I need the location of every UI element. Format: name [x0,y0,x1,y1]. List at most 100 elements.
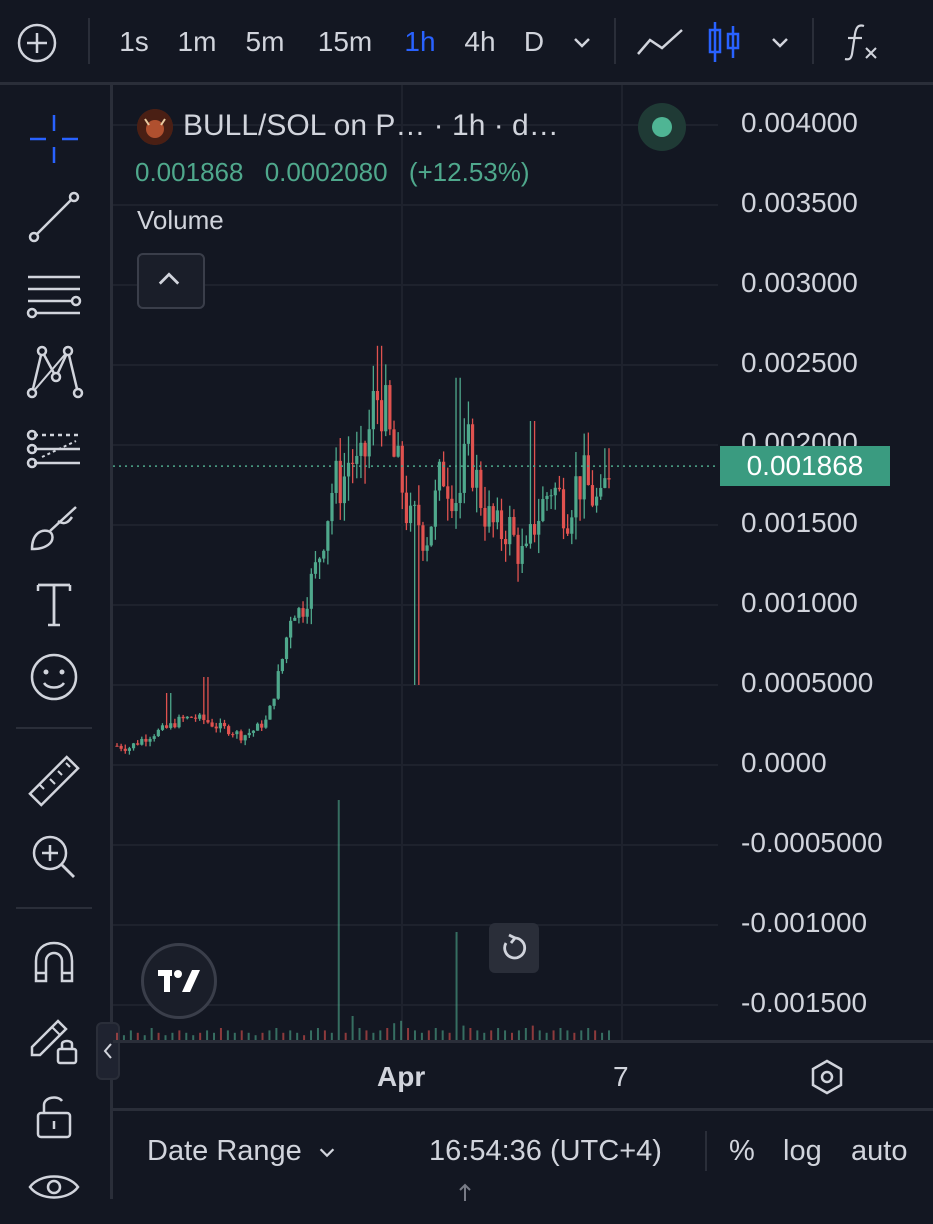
function-icon[interactable] [840,20,880,64]
volume-bar [379,1030,382,1040]
candle [317,558,322,563]
candle [454,503,458,512]
candle [131,743,136,749]
candle [582,455,586,500]
volume-label[interactable]: Volume [137,205,224,235]
tradingview-logo[interactable] [141,943,217,1019]
candle [210,722,214,727]
candles-icon[interactable] [704,20,744,64]
candle [446,486,450,499]
candle [264,719,268,728]
volume-bar [504,1030,507,1040]
text-icon[interactable] [22,571,86,635]
candle [375,390,380,401]
date-range-button[interactable]: Date Range [147,1135,338,1168]
candle [396,445,400,457]
y-tick-label: -0.0005000 [741,827,883,858]
volume-bar [240,1030,243,1040]
eye-icon[interactable] [22,1155,86,1219]
volume-bar [316,1028,319,1040]
candle [243,735,247,741]
candle [450,498,454,512]
date-range-label: Date Range [147,1135,302,1167]
candle [297,608,301,618]
interval-D[interactable]: D [523,26,545,57]
ruler-icon[interactable] [22,749,86,813]
time-scale[interactable]: Apr 7 [113,1040,933,1111]
interval-15m[interactable]: 15m [317,26,373,57]
candle [268,705,272,720]
brush-icon[interactable] [22,495,86,559]
volume-bar [129,1030,132,1040]
candle [479,469,483,508]
fib-lines-icon[interactable] [22,263,86,327]
arrow-up-icon [459,1183,471,1201]
volume-bar [178,1030,181,1040]
zoom-icon[interactable] [22,825,86,889]
interval-1h[interactable]: 1h [404,26,436,57]
volume-bar [275,1028,278,1040]
interval-1m[interactable]: 1m [177,26,217,57]
trend-line-icon[interactable] [22,185,86,249]
interval-1s[interactable]: 1s [119,26,149,57]
symbol-title[interactable]: BULL/SOL on P… · 1h · d… [183,109,559,142]
candle [289,620,293,638]
candle [433,490,437,527]
pattern-icon[interactable] [22,339,86,403]
volume-bar [608,1030,610,1040]
emoji-icon[interactable] [22,645,86,709]
volume-bar [483,1032,486,1040]
bottom-toolbar: Date Range 16:54:36 (UTC+4) % log auto [113,1108,933,1202]
candle [227,726,231,735]
volume-bar [268,1030,271,1040]
chart-pane[interactable]: BULL/SOL on P… · 1h · d… 0.001868 0.0002… [113,85,933,1202]
candle [156,729,160,737]
add-icon[interactable] [16,22,58,64]
candle [363,442,367,457]
forecast-icon[interactable] [22,417,86,481]
chevron-down-icon[interactable] [570,30,594,54]
lock-icon[interactable] [22,1083,86,1147]
magnet-icon[interactable] [22,931,86,995]
candle [123,748,127,751]
candle [561,489,566,529]
volume-bar [206,1030,209,1040]
chevron-down-icon[interactable] [768,30,792,54]
volume-bar [192,1035,195,1040]
crosshair-icon[interactable] [22,107,86,171]
candle [408,505,413,524]
log-scale-toggle[interactable]: log [783,1135,822,1167]
volume-bar [310,1030,313,1040]
clock-display[interactable]: 16:54:36 (UTC+4) [429,1135,662,1167]
volume-bar [427,1030,430,1040]
interval-4h[interactable]: 4h [464,26,496,57]
candle [193,717,198,719]
y-tick-label: 0.001500 [741,507,858,538]
volume-bar [344,1032,347,1040]
volume-bar [337,800,340,1040]
line-chart-icon[interactable] [634,22,686,62]
candle [305,608,309,617]
settings-icon[interactable] [807,1057,847,1097]
reset-chart-button[interactable] [489,923,539,973]
volume-bar [510,1032,513,1040]
price-chart[interactable] [113,85,933,1040]
x-tick-apr: Apr [377,1061,426,1092]
candle [272,698,276,706]
volume-bar [434,1028,437,1040]
volume-bar [476,1030,479,1040]
candle [260,723,264,728]
interval-5m[interactable]: 5m [245,26,285,57]
percent-scale-toggle[interactable]: % [729,1135,755,1167]
candle [198,714,202,719]
lock-drawing-icon[interactable] [22,1007,86,1071]
candle [280,659,284,672]
volume-bar [136,1032,139,1040]
candle [255,723,260,731]
candle [392,429,396,457]
toolbar-collapse-handle[interactable] [96,1022,120,1080]
collapse-legend-button[interactable] [137,253,205,309]
candle [185,716,189,719]
auto-scale-toggle[interactable]: auto [851,1135,908,1167]
volume-bar [282,1032,285,1040]
